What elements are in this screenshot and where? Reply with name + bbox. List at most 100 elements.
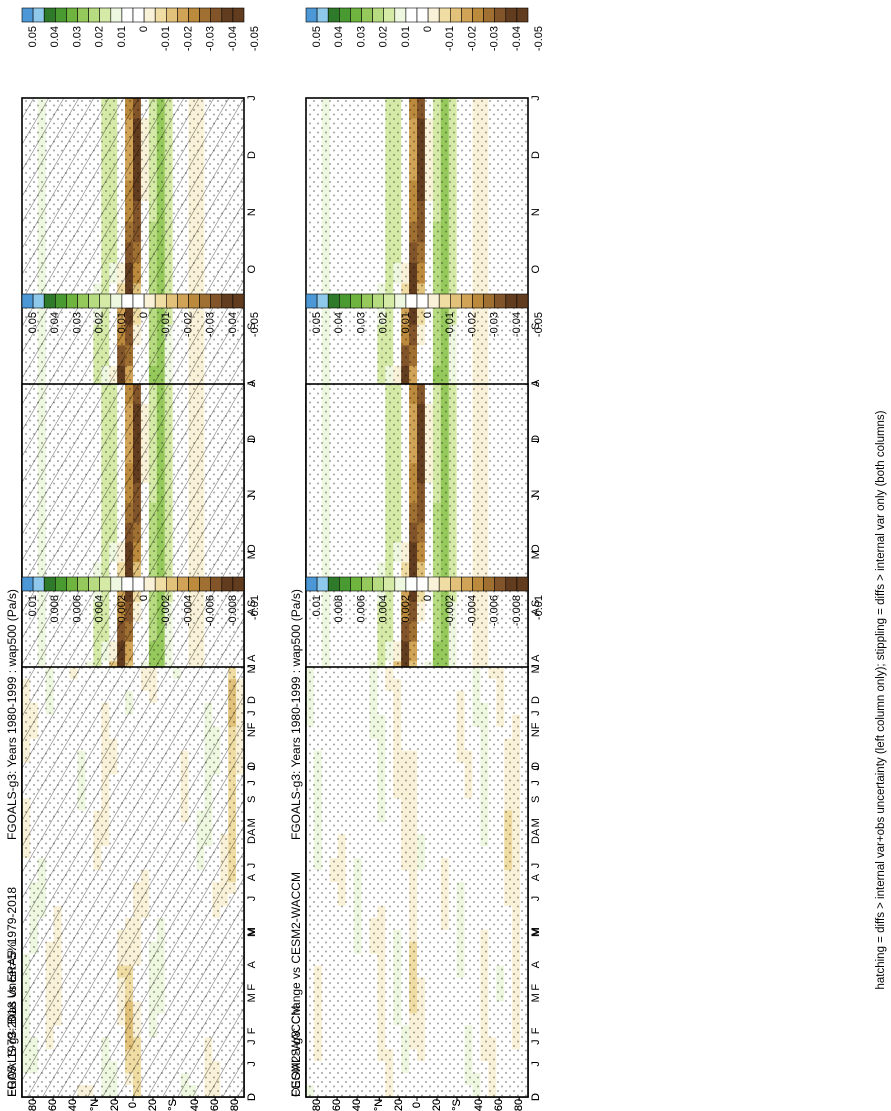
colorbar-label: -0.03 — [489, 26, 501, 51]
colorbar-swatch — [21, 293, 34, 309]
time-tick-label: A — [246, 379, 258, 387]
colorbar-label: 0.01 — [116, 312, 128, 333]
colorbar-swatch — [316, 7, 329, 23]
colorbar-swatch — [383, 7, 396, 23]
colorbar-label: 0.01 — [400, 312, 412, 333]
colorbar-swatch — [461, 293, 473, 309]
colorbar-swatch — [177, 293, 189, 309]
colorbar-label: -0.04 — [227, 26, 239, 51]
colorbar-label: -0.02 — [182, 26, 194, 51]
panel-layer: 806040°N20020°S406080DJFMAMJJASONDJFGOAL… — [5, 7, 545, 1111]
colorbar-swatch — [405, 7, 418, 23]
colorbar-swatch — [210, 7, 223, 23]
lat-tick-label: 60 — [331, 1099, 343, 1111]
colorbar-swatch — [449, 7, 462, 23]
colorbar-swatch — [394, 7, 407, 23]
time-tick-label: S — [530, 600, 542, 607]
time-tick-label: O — [246, 544, 258, 553]
colorbar-swatch — [372, 7, 385, 23]
colorbar-swatch — [305, 7, 318, 23]
time-tick-label: O — [530, 265, 542, 274]
time-tick-label: O — [530, 544, 542, 553]
colorbar-swatch — [405, 293, 418, 309]
colorbar-swatch — [232, 293, 245, 309]
colorbar-swatch — [166, 7, 178, 23]
colorbar-swatch — [221, 7, 234, 23]
time-tick-label: M — [246, 928, 258, 937]
colorbar-swatch — [77, 7, 89, 23]
panel-title: FGOALS-g3: Years 1980-1999 : wap500 (Pa/… — [289, 589, 303, 840]
time-tick-label: F — [246, 722, 258, 729]
colorbar-label: 0 — [138, 26, 150, 32]
colorbar-swatch — [121, 293, 134, 309]
time-tick-label: F — [530, 722, 542, 729]
colorbar-swatch — [472, 293, 484, 309]
time-tick-label: J — [530, 438, 542, 444]
time-tick-label: J — [246, 1039, 258, 1045]
panel-p5: 80 60 40 °N 20 0 20 °S 40 60 80DJFMAMJJASONDJFGOAL… — [5, 576, 261, 1111]
lat-tick-label: 40 — [67, 1099, 79, 1111]
colorbar-swatch — [361, 7, 373, 23]
colorbar-swatch — [154, 293, 167, 309]
time-tick-label: F — [246, 984, 258, 991]
lat-tick-label: 80 — [311, 1099, 323, 1111]
colorbar-label: -0.04 — [227, 312, 239, 337]
time-tick-label: S — [246, 323, 258, 330]
time-tick-label: J — [530, 495, 542, 501]
time-tick-label: J — [530, 765, 542, 771]
colorbar-swatch — [483, 293, 496, 309]
time-tick-label: A — [530, 654, 542, 662]
colorbar-swatch — [32, 7, 45, 23]
time-tick-label: J — [246, 495, 258, 501]
colorbar-swatch — [143, 7, 156, 23]
colorbar-swatch — [199, 7, 212, 23]
time-tick-label: J — [246, 780, 258, 786]
colorbar-label: 0 — [138, 312, 150, 318]
colorbar-swatch — [327, 293, 340, 309]
time-tick-label: D — [246, 151, 258, 159]
colorbar-swatch — [516, 293, 529, 309]
time-tick-label: J — [530, 1039, 542, 1045]
time-tick-label: N — [530, 490, 542, 498]
time-tick-label: A — [530, 379, 542, 387]
colorbar-swatch — [383, 293, 396, 309]
lat-tick-label: 0 — [127, 1102, 139, 1108]
time-tick-label: J — [246, 710, 258, 716]
colorbar-label: -0.04 — [511, 26, 523, 51]
colorbar-label: 0 — [422, 312, 434, 318]
time-tick-label: D — [246, 1093, 258, 1101]
colorbar-label: -0.05 — [533, 26, 545, 51]
colorbar-swatch — [88, 293, 100, 309]
panel-title: FGOALS-g3: Years 1980-1999 : wap500 (Pa/… — [5, 589, 19, 840]
time-tick-label: D — [530, 1093, 542, 1101]
colorbar-label: -0.03 — [205, 26, 217, 51]
time-tick-label: S — [530, 323, 542, 330]
colorbar-swatch — [305, 293, 318, 309]
colorbar-swatch — [338, 7, 351, 23]
colorbar-label: -0.01 — [160, 26, 172, 51]
colorbar-swatch — [350, 293, 362, 309]
colorbar-swatch — [66, 293, 78, 309]
colorbar-label: 0.03 — [355, 26, 367, 47]
time-tick-label: J — [530, 381, 542, 387]
colorbar-swatch — [449, 293, 462, 309]
colorbar-swatch — [438, 7, 451, 23]
lat-tick-label: °S — [451, 1099, 463, 1111]
time-tick-label: J — [246, 381, 258, 387]
lat-tick-label: 80 — [513, 1099, 525, 1111]
time-tick-label: M — [530, 550, 542, 559]
colorbar-label: -0.03 — [489, 312, 501, 337]
time-tick-label: F — [530, 984, 542, 991]
colorbar: 0.05 0.04 0.03 0.02 0.01 0 -0.01 -0.02 -0.03 -0.0… — [305, 293, 545, 337]
colorbar-label: 0.05 — [311, 312, 323, 333]
colorbar-swatch — [154, 7, 167, 23]
lat-tick-label: 80 — [27, 1099, 39, 1111]
time-tick-label: A — [246, 873, 258, 881]
time-tick-label: A — [246, 607, 258, 615]
time-tick-label: D — [530, 836, 542, 844]
colorbar-swatch — [188, 7, 200, 23]
colorbar-label: -0.05 — [533, 312, 545, 337]
lat-tick-label: 20 — [431, 1099, 443, 1111]
colorbar-label: 0.05 — [311, 26, 323, 47]
